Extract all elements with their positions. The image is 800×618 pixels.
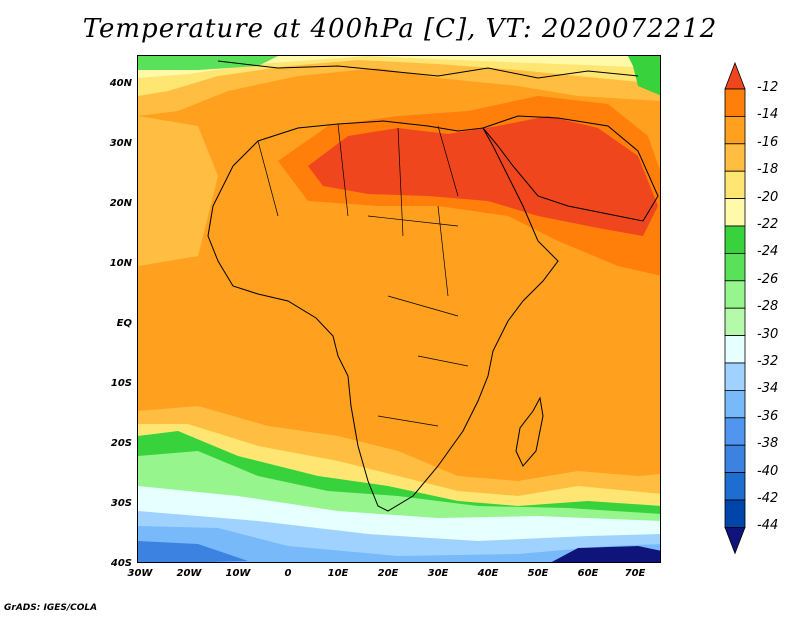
temperature-field: [138, 56, 660, 562]
y-tick-10n: 10N: [109, 258, 132, 269]
colorbar-label: -28: [757, 299, 779, 315]
field-band-north-22: [138, 56, 660, 78]
colorbar-segment: [724, 362, 746, 391]
africa-outline: [207, 120, 559, 512]
colorbar-segment: [724, 225, 746, 254]
x-tick-0: 0: [284, 568, 292, 579]
x-tick-40e: 40E: [477, 568, 499, 579]
madagascar-outline: [515, 396, 544, 467]
colorbar-segment: [724, 389, 746, 419]
arabia-outline: [482, 115, 659, 222]
colorbar-segment: [724, 116, 746, 145]
colorbar-label: -26: [757, 271, 779, 287]
colorbar-label: -38: [757, 436, 779, 452]
colorbar-segment: [724, 88, 746, 117]
colorbar-label: -44: [757, 518, 779, 534]
y-tick-30n: 30N: [109, 138, 132, 149]
x-tick-10w: 10W: [225, 568, 251, 579]
colorbar-label: -18: [757, 162, 779, 178]
map-plot-area: [137, 55, 661, 563]
colorbar-segment: [724, 170, 746, 199]
x-tick-20w: 20W: [176, 568, 202, 579]
field-south-east-44: [551, 546, 660, 562]
y-tick-20n: 20N: [109, 198, 132, 209]
colorbar-label: -36: [757, 408, 779, 424]
colorbar-label: -42: [757, 491, 779, 506]
colorbar-label: -20: [757, 189, 779, 205]
x-tick-10e: 10E: [327, 568, 349, 579]
colorbar-label: -30: [757, 326, 779, 342]
grads-credit: GrADS: IGES/COLA: [4, 603, 98, 613]
colorbar-label: -40: [757, 463, 779, 479]
colorbar-segment: [724, 280, 746, 309]
colorbar-label: -14: [757, 107, 779, 123]
colorbar-segment: [724, 335, 746, 364]
colorbar-bottom-triangle: [724, 526, 746, 555]
x-tick-50e: 50E: [527, 568, 549, 579]
colorbar-segment: [724, 472, 746, 501]
x-tick-30w: 30W: [127, 568, 153, 579]
colorbar-segment: [724, 307, 746, 336]
y-tick-40n: 40N: [109, 78, 132, 89]
colorbar-label: -12: [757, 80, 779, 95]
colorbar-top-triangle: [724, 61, 746, 90]
map-title: Temperature at 400hPa [C], VT: 202007221…: [82, 14, 718, 44]
y-tick-20s: 20S: [110, 438, 132, 449]
colorbar-label: -24: [757, 244, 779, 260]
colorbar-segment: [724, 198, 746, 227]
colorbar-segment: [724, 252, 746, 282]
field-band-north-20: [138, 56, 660, 96]
colorbar-label: -22: [757, 217, 779, 232]
field-band-north-west-green: [138, 56, 278, 70]
country-borders: [257, 123, 469, 427]
x-tick-60e: 60E: [577, 568, 599, 579]
colorbar: [724, 61, 746, 555]
y-tick-30s: 30S: [110, 498, 132, 509]
europe-coast: [217, 60, 639, 79]
colorbar-label: -32: [757, 354, 779, 369]
y-tick-40s: 40S: [110, 558, 132, 569]
x-tick-20e: 20E: [377, 568, 399, 579]
field-west-18: [138, 116, 218, 266]
colorbar-segment: [724, 143, 746, 172]
y-tick-eq: EQ: [116, 318, 132, 329]
colorbar-segment: [724, 417, 746, 446]
colorbar-segment: [724, 499, 746, 528]
x-tick-30e: 30E: [427, 568, 449, 579]
field-south-34: [138, 526, 660, 562]
x-tick-70e: 70E: [624, 568, 646, 579]
y-tick-10s: 10S: [110, 378, 132, 389]
colorbar-segment: [724, 444, 746, 474]
colorbar-label: -16: [757, 134, 779, 150]
field-band-north-east-green: [628, 56, 660, 96]
colorbar-label: -34: [757, 381, 779, 397]
field-south-west-40: [138, 541, 248, 562]
